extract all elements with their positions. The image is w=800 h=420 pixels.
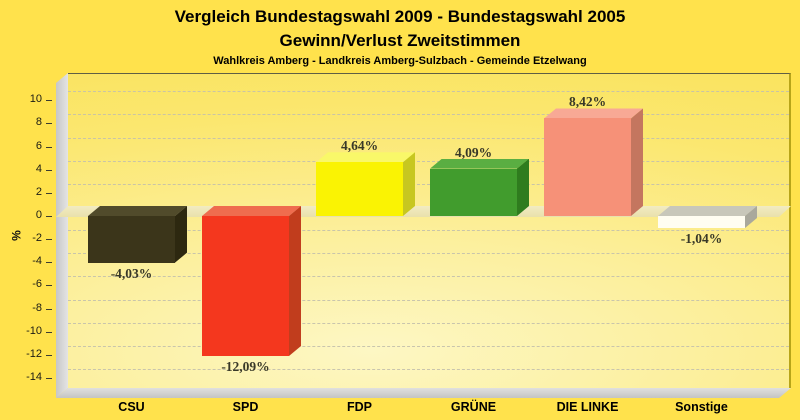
category-label-Sonstige: Sonstige — [675, 400, 728, 414]
category-label-CSU: CSU — [118, 400, 145, 414]
value-label-GRÜNE: 4,09% — [454, 145, 493, 160]
bar-top-DIE LINKE — [544, 108, 643, 119]
gridline--8 — [68, 300, 789, 301]
gridline-2 — [68, 184, 789, 185]
zero-plane — [56, 206, 791, 217]
gridline--2 — [68, 230, 789, 231]
bar-side-SPD — [289, 206, 301, 357]
gridline--4 — [68, 253, 789, 254]
value-label-SPD: -12,09% — [221, 359, 270, 374]
category-label-GRÜNE: GRÜNE — [450, 400, 497, 414]
bar-GRÜNE — [430, 168, 517, 216]
bar-SPD — [202, 216, 289, 357]
bar-top-Sonstige — [658, 206, 757, 216]
value-label-Sonstige: -1,04% — [680, 231, 723, 246]
gridline--12 — [68, 346, 789, 347]
gridline--6 — [68, 276, 789, 277]
plot-area — [68, 73, 791, 388]
chart-title-line1: Vergleich Bundestagswahl 2009 - Bundesta… — [174, 7, 626, 26]
value-label-DIE LINKE: 8,42% — [568, 94, 607, 109]
category-label-DIE LINKE: DIE LINKE — [556, 400, 619, 414]
gridline-8 — [68, 114, 789, 115]
category-label-FDP: FDP — [347, 400, 372, 414]
bar-FDP — [316, 162, 403, 216]
value-label-CSU: -4,03% — [110, 266, 153, 281]
bar-Sonstige — [658, 216, 745, 229]
category-label-SPD: SPD — [232, 400, 259, 414]
bar-top-SPD — [202, 206, 301, 216]
gridline-10 — [68, 91, 789, 92]
plot-left-wall — [56, 73, 68, 398]
plot-floor — [56, 388, 791, 398]
bar-DIE LINKE — [544, 118, 631, 216]
bar-side-DIE LINKE — [631, 108, 643, 216]
bar-side-GRÜNE — [517, 158, 529, 216]
chart-subtitle: Wahlkreis Amberg - Landkreis Amberg-Sulz… — [213, 55, 587, 67]
gridline-6 — [68, 138, 789, 139]
gridline--14 — [68, 369, 789, 370]
bar-CSU — [88, 216, 175, 263]
bar-side-CSU — [175, 206, 187, 263]
bar-side-FDP — [403, 152, 415, 216]
bar-top-CSU — [88, 206, 187, 216]
value-label-FDP: 4,64% — [340, 138, 379, 153]
chart-title-line2: Gewinn/Verlust Zweitstimmen — [279, 31, 521, 50]
gridline-4 — [68, 161, 789, 162]
gridline--10 — [68, 323, 789, 324]
bar-top-FDP — [316, 152, 415, 163]
bar-top-GRÜNE — [430, 158, 529, 169]
